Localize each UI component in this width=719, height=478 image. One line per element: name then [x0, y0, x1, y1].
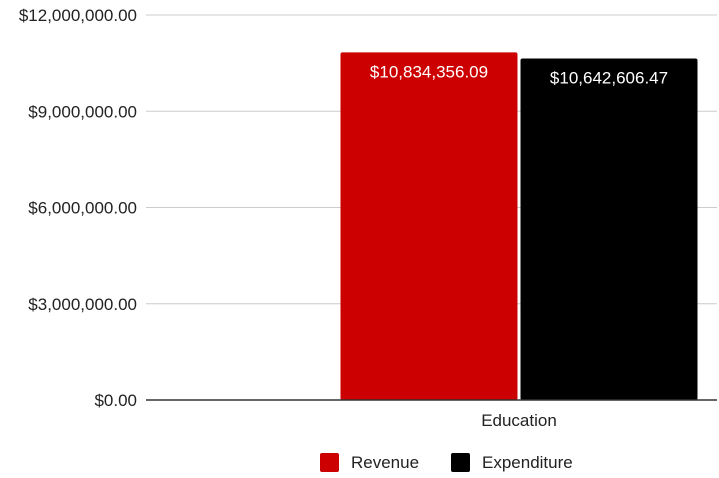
bar-revenue: [341, 52, 518, 400]
legend-label-expenditure: Expenditure: [482, 453, 573, 472]
legend: Revenue Expenditure: [320, 453, 573, 472]
y-tick-label: $0.00: [94, 391, 137, 410]
x-axis-categories: Education: [481, 411, 557, 430]
y-axis-ticks: $0.00 $3,000,000.00 $6,000,000.00 $9,000,00…: [19, 6, 137, 410]
data-label-expenditure: $10,642,606.47: [550, 69, 668, 88]
legend-label-revenue: Revenue: [351, 453, 419, 472]
bars: [341, 52, 698, 400]
y-tick-label: $9,000,000.00: [28, 102, 137, 121]
legend-swatch-expenditure: [451, 453, 470, 472]
bar-expenditure: [521, 59, 698, 400]
y-tick-label: $3,000,000.00: [28, 295, 137, 314]
y-tick-label: $6,000,000.00: [28, 199, 137, 218]
x-category-label: Education: [481, 411, 557, 430]
data-label-revenue: $10,834,356.09: [370, 62, 488, 81]
legend-swatch-revenue: [320, 453, 339, 472]
y-tick-label: $12,000,000.00: [19, 6, 137, 25]
